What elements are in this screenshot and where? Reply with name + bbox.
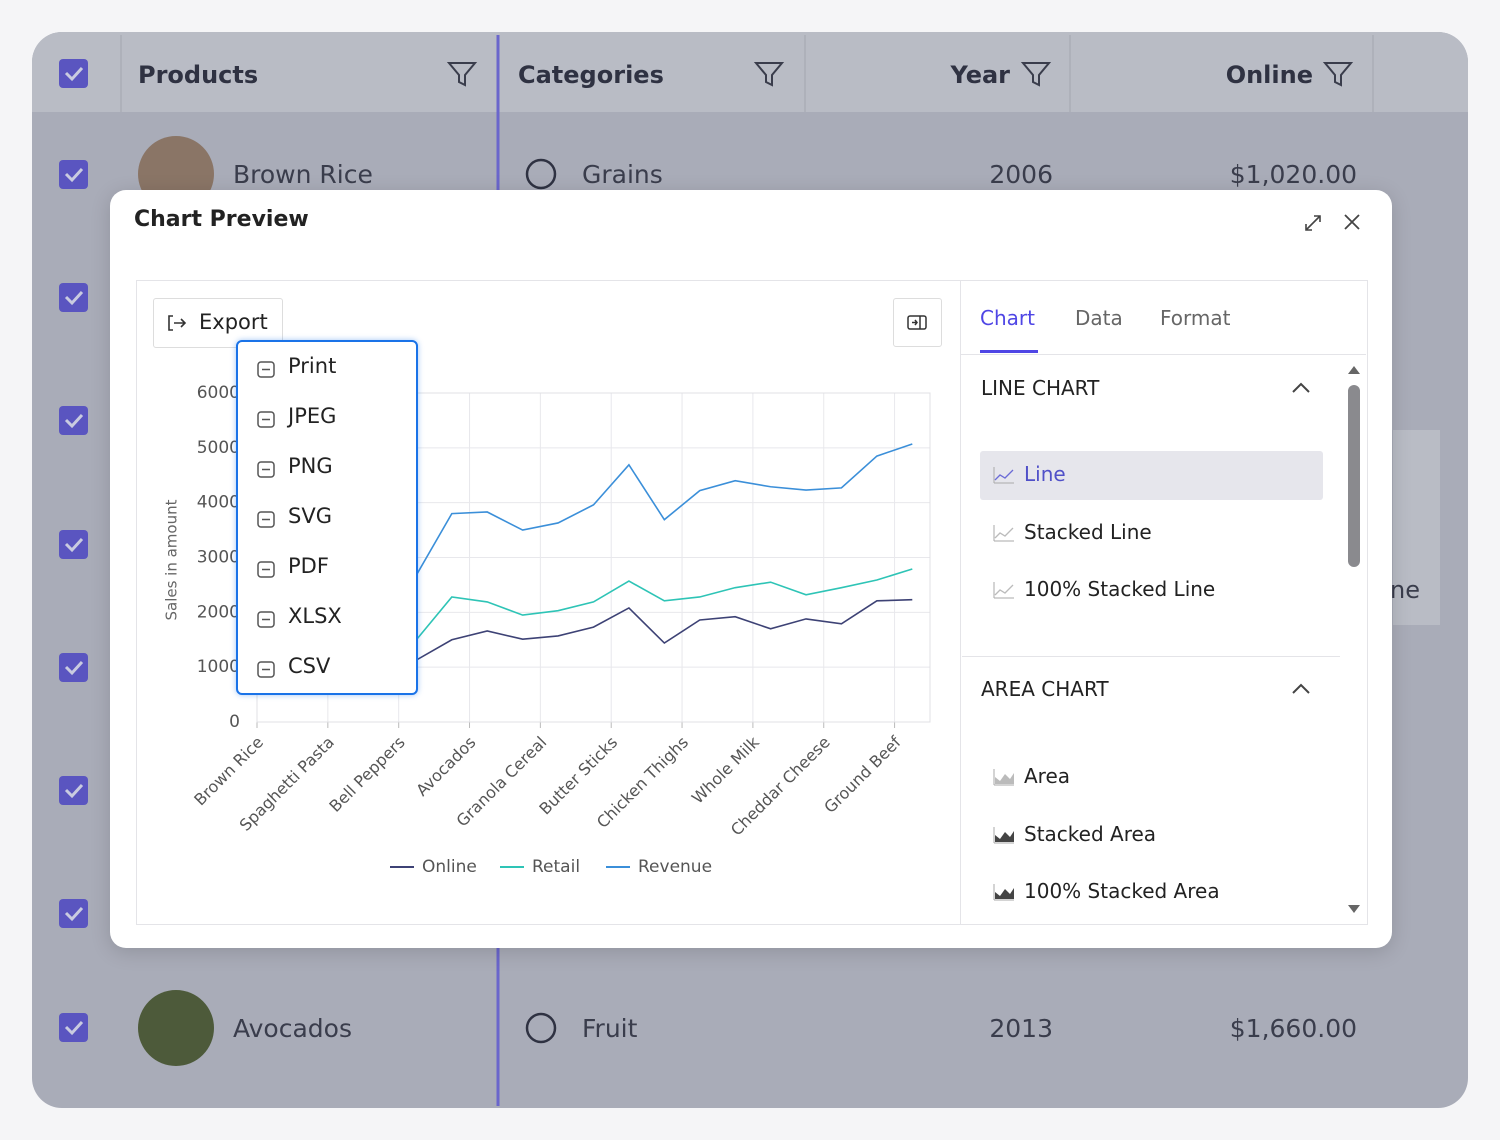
cell-text: $1,020.00 (1230, 160, 1357, 189)
column-header: Products (138, 61, 258, 89)
export-label[interactable]: Export (199, 310, 268, 334)
category-icon (525, 1012, 557, 1044)
menu-icon (257, 361, 275, 378)
scrollbar-thumb[interactable] (1348, 385, 1360, 567)
checkbox (59, 160, 88, 189)
product-image (138, 990, 214, 1066)
checkmark (64, 660, 84, 676)
menu-item[interactable]: Print (288, 354, 337, 378)
y-tick-label: 4000 (197, 493, 240, 513)
cell-text: Fruit (582, 1014, 638, 1043)
scroll-arrows[interactable] (1346, 362, 1362, 918)
x-tick-label: Brown Rice (190, 733, 267, 810)
menu-item[interactable]: PNG (288, 454, 333, 478)
cell-text: $1,660.00 (1230, 1014, 1357, 1043)
icon-shape (257, 561, 275, 578)
column-header: Online (1226, 61, 1313, 89)
legend-label: Retail (532, 857, 580, 877)
checkmark (64, 413, 84, 429)
cell-text: Grains (582, 160, 663, 189)
dialog-controls[interactable] (1300, 210, 1370, 236)
cell-text: Brown Rice (233, 160, 373, 189)
y-tick-label: 1000 (197, 657, 240, 677)
checkmark (64, 1020, 84, 1036)
checkbox (59, 406, 88, 435)
cell-text: 2013 (989, 1014, 1053, 1043)
menu-icon (257, 411, 275, 428)
checkbox (59, 899, 88, 928)
grid-header (32, 32, 1468, 112)
legend-label: Revenue (638, 857, 712, 877)
column-header: Year (950, 61, 1011, 89)
y-axis-label: Sales in amount (163, 499, 181, 620)
menu-item[interactable]: PDF (288, 554, 329, 578)
icon-shape (257, 661, 275, 678)
menu-item[interactable]: JPEG (288, 404, 337, 428)
checkmark (64, 66, 84, 82)
export-button[interactable] (153, 298, 283, 348)
menu-icon (257, 511, 275, 528)
y-tick-label: 5000 (197, 438, 240, 458)
export-menu: Print JPEG PNG SVG PDF XLSX CSV (236, 340, 418, 695)
checkbox (59, 283, 88, 312)
category-icon (525, 158, 557, 190)
icon-shape (257, 411, 275, 428)
x-tick-label: Bell Peppers (325, 733, 408, 816)
cell-text: Avocados (233, 1014, 352, 1043)
filter-icon (753, 62, 785, 87)
x-tick-label: Whole Milk (688, 732, 764, 808)
panel-divider (960, 281, 961, 924)
menu-icon (257, 561, 275, 578)
icon-shape (257, 461, 275, 478)
x-tick-label: Avocados (412, 733, 479, 800)
side-panel (1393, 430, 1440, 625)
y-tick-label: 2000 (197, 602, 240, 622)
menu-item[interactable]: XLSX (288, 604, 342, 628)
checkmark (64, 537, 84, 553)
checkmark (64, 783, 84, 799)
checkmark (64, 290, 84, 306)
filter-icon (1020, 62, 1052, 87)
checkbox (59, 59, 88, 88)
toggle-icon (907, 315, 927, 330)
side-fragment: ne (1390, 576, 1420, 604)
y-tick-label: 0 (229, 712, 240, 732)
checkbox (59, 776, 88, 805)
toggle-panel-button[interactable] (893, 298, 942, 347)
checkbox (59, 1013, 88, 1042)
menu-item[interactable]: CSV (288, 654, 331, 678)
checkmark (64, 167, 84, 183)
cell-text: 2006 (989, 160, 1053, 189)
y-tick-label: 6000 (197, 383, 240, 403)
y-tick-label: 3000 (197, 548, 240, 568)
filter-icon (1322, 62, 1354, 87)
icon-shape (257, 511, 275, 528)
menu-icon (257, 661, 275, 678)
icon-shape (257, 361, 275, 378)
export-icon (168, 315, 187, 331)
menu-icon (257, 611, 275, 628)
checkbox (59, 653, 88, 682)
legend-label: Online (422, 857, 477, 877)
icon-shape (257, 611, 275, 628)
column-header: Categories (518, 61, 664, 89)
checkmark (64, 906, 84, 922)
filter-icon (446, 62, 478, 87)
chart-panel (136, 280, 1368, 925)
x-tick-label: Ground Beef (820, 732, 905, 817)
checkbox (59, 530, 88, 559)
dialog-title: Chart Preview (134, 207, 309, 232)
menu-item[interactable]: SVG (288, 504, 332, 528)
menu-icon (257, 461, 275, 478)
